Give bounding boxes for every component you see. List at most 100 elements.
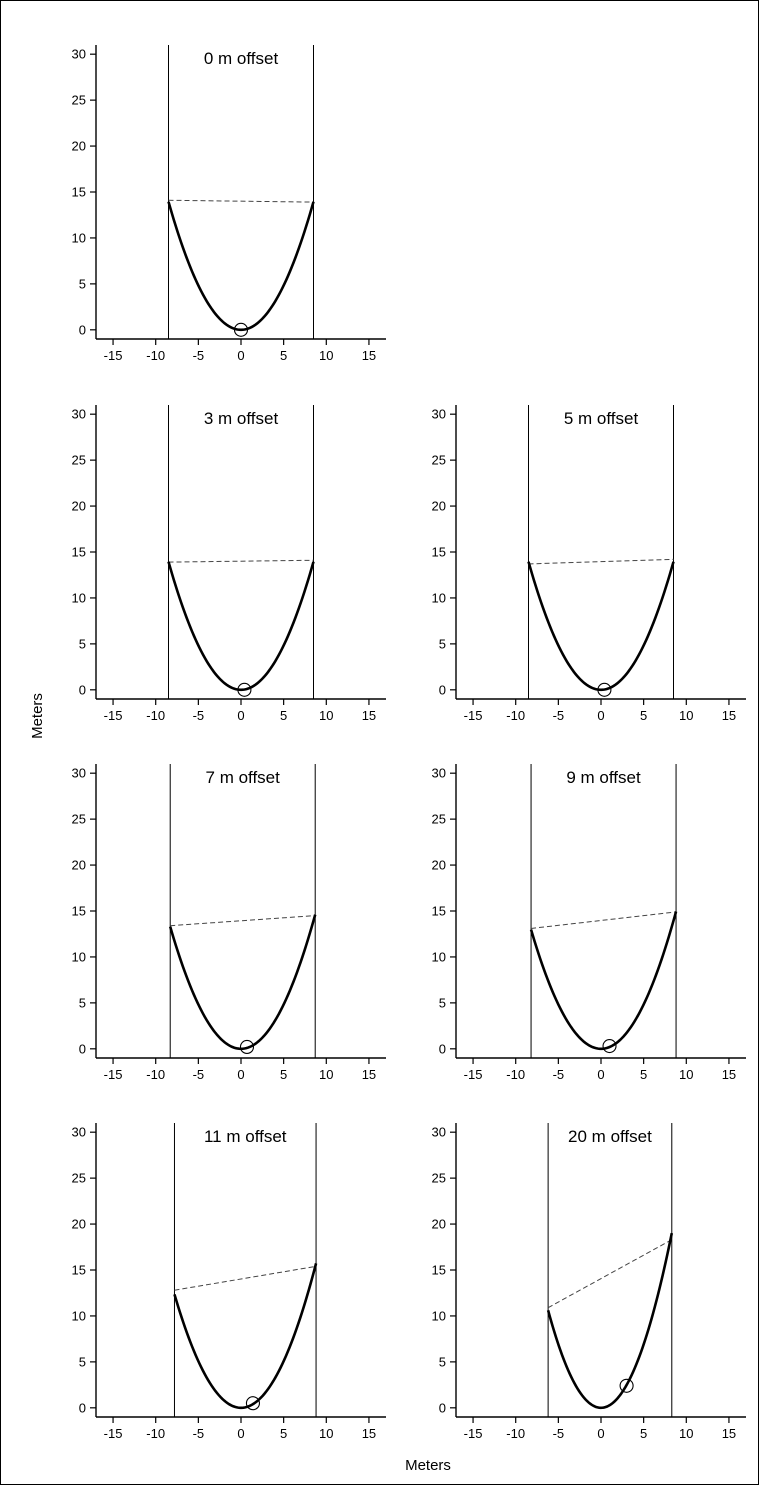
x-tick-label: -15 [464,1067,483,1082]
x-tick-label: 10 [319,348,333,363]
y-tick-label: 15 [72,185,86,200]
y-tick-label: 25 [72,812,86,827]
panels: -15 -10 -5 0 5 10 15 0 5 10 15 20 25 30 0 m offset -15 -… [72,45,746,1441]
y-tick-label: 10 [72,949,86,964]
y-tick-label: 5 [79,1354,86,1369]
y-tick-label: 20 [72,499,86,514]
y-tick-label: 20 [432,499,446,514]
y-tick-label: 10 [432,590,446,605]
dashed-chord-line [170,915,316,927]
x-tick-label: 15 [362,708,376,723]
panel-title: 20 m offset [568,1127,652,1146]
panel-title: 3 m offset [204,409,279,428]
panel-7: -15 -10 -5 0 5 10 15 0 5 10 15 20 25 30 20 m offset [432,1123,746,1441]
y-tick-label: 15 [432,545,446,560]
x-tick-label: 0 [597,708,604,723]
panel-title: 11 m offset [204,1127,287,1146]
y-tick-label: 15 [72,1263,86,1278]
panel-title: 9 m offset [566,768,641,787]
y-tick-label: 25 [72,453,86,468]
y-tick-label: 30 [432,407,446,422]
position-marker [237,682,252,697]
y-tick-label: 30 [72,766,86,781]
y-tick-label: 0 [79,322,86,337]
panel-6: -15 -10 -5 0 5 10 15 0 5 10 15 20 25 30 11 m offset [72,1123,386,1441]
y-tick-label: 5 [79,636,86,651]
x-tick-label: 10 [319,708,333,723]
y-tick-label: 20 [432,858,446,873]
panel-4: -15 -10 -5 0 5 10 15 0 5 10 15 20 25 30 7 m offset [72,764,386,1082]
x-tick-label: 5 [640,1067,647,1082]
x-tick-label: 0 [237,708,244,723]
x-tick-label: -5 [553,1426,565,1441]
y-tick-label: 10 [72,590,86,605]
x-tick-label: -15 [104,348,123,363]
position-marker [619,1378,634,1393]
dashed-chord-line [547,1239,673,1309]
x-tick-label: 0 [237,348,244,363]
x-tick-label: -5 [553,708,565,723]
position-marker [597,682,612,697]
y-tick-label: 10 [432,949,446,964]
panel-1: -15 -10 -5 0 5 10 15 0 5 10 15 20 25 30 0 m offset [72,45,386,363]
parabola-curve [168,914,317,1051]
x-tick-label: 15 [722,1426,736,1441]
x-tick-label: 5 [280,1067,287,1082]
y-tick-label: 10 [72,1308,86,1323]
x-tick-label: 15 [362,348,376,363]
y-tick-label: 5 [79,276,86,291]
x-tick-label: 5 [640,708,647,723]
x-tick-label: 0 [597,1067,604,1082]
y-tick-label: 20 [72,858,86,873]
x-tick-label: -15 [104,708,123,723]
y-tick-label: 0 [79,682,86,697]
y-tick-label: 20 [72,1217,86,1232]
x-tick-label: -10 [506,1067,525,1082]
panel-2: -15 -10 -5 0 5 10 15 0 5 10 15 20 25 30 3 m offset [72,405,386,723]
y-tick-label: 25 [432,453,446,468]
y-tick-label: 30 [72,407,86,422]
y-tick-label: 30 [432,766,446,781]
x-tick-label: -10 [146,1067,165,1082]
parabola-curve [527,561,675,692]
panel-title: 0 m offset [204,49,279,68]
x-tick-label: 15 [362,1067,376,1082]
y-tick-label: 20 [72,139,86,154]
x-tick-label: -5 [553,1067,565,1082]
panel-title: 5 m offset [564,409,639,428]
x-tick-label: 10 [319,1426,333,1441]
x-tick-label: 0 [237,1067,244,1082]
x-tick-label: -15 [104,1067,123,1082]
x-tick-label: 10 [679,1426,693,1441]
parabola-curve [546,1232,674,1410]
dashed-chord-line [168,559,314,563]
y-tick-label: 20 [432,1217,446,1232]
y-tick-label: 5 [439,636,446,651]
panel-5: -15 -10 -5 0 5 10 15 0 5 10 15 20 25 30 9 m offset [432,764,746,1082]
x-tick-label: -5 [193,348,205,363]
x-tick-label: 5 [280,1426,287,1441]
y-tick-label: 0 [439,1400,446,1415]
dashed-chord-line [531,911,677,929]
parabola-curve [529,911,678,1051]
y-tick-label: 25 [72,1171,86,1186]
parabola-curve [167,201,315,332]
x-tick-label: -5 [193,1426,205,1441]
y-tick-label: 5 [439,1354,446,1369]
x-tick-label: 5 [280,348,287,363]
x-tick-label: -5 [193,708,205,723]
y-tick-label: 0 [439,1041,446,1056]
x-tick-label: -10 [506,1426,525,1441]
y-tick-label: 15 [72,904,86,919]
y-tick-label: 25 [432,1171,446,1186]
x-tick-label: 15 [362,1426,376,1441]
x-tick-label: 10 [679,1067,693,1082]
x-axis-title: Meters [405,1457,451,1474]
y-tick-label: 15 [432,904,446,919]
panel-3: -15 -10 -5 0 5 10 15 0 5 10 15 20 25 30 5 m offset [432,405,746,723]
x-tick-label: -5 [193,1067,205,1082]
x-tick-label: -15 [104,1426,123,1441]
x-tick-label: -15 [464,1426,483,1441]
